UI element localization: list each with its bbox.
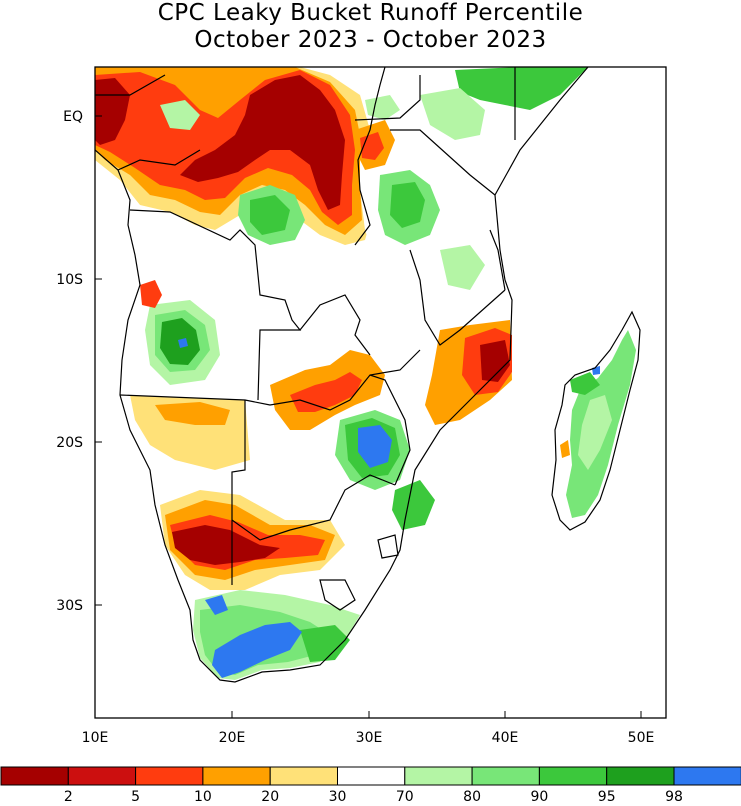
legend-label: 95 [598,789,616,805]
legend-swatch [673,766,741,786]
map-frame [94,66,667,719]
x-tick-label: 40E [492,730,519,746]
border-5 [354,67,386,246]
north-green-patches [160,95,400,130]
tick-marks [94,115,642,718]
legend-swatch [404,766,473,786]
legend-label: 90 [530,789,548,805]
mozambique-darkred [480,340,510,382]
central-green-1-core [250,195,290,235]
legend-swatch [269,766,339,786]
x-tick-label: 50E [628,730,655,746]
legend-swatch [135,766,204,786]
angola-west-orange [140,280,162,308]
legend-swatch [337,766,406,786]
border-10 [369,374,411,486]
border-14 [117,149,201,171]
legend-label: 70 [396,789,414,805]
border-16 [489,229,506,291]
northeast-lightgreen [420,88,485,290]
legend-label: 5 [131,789,140,805]
northeast-green [455,67,588,110]
border-12 [377,534,399,559]
north-darkred-zone [180,75,345,210]
y-tick-label: 20S [56,435,83,451]
legend-label: 20 [261,789,279,805]
border-13 [95,74,166,96]
legend-swatch [67,766,137,786]
border-3 [231,400,246,585]
legend-swatch [471,766,540,786]
sa-dry-darkred [172,525,280,565]
border-4 [231,474,396,541]
cape-blue [212,622,302,678]
madagascar-orange [560,440,570,458]
zimbabwe-blue [358,425,392,468]
zambia-red [290,372,362,412]
chart-title: CPC Leaky Bucket Runoff Percentile Octob… [0,0,741,54]
angola-blue-dot [178,338,188,348]
border-15 [354,75,421,121]
madagascar-lightgreen [578,395,612,470]
legend-label: 2 [64,789,73,805]
cape-darkgreen [300,625,350,662]
legend-label: 80 [463,789,481,805]
title-line-2: October 2023 - October 2023 [194,27,547,53]
border-2 [119,349,421,411]
color-legend: 2 5 10 20 30 70 80 90 95 98 [0,766,741,805]
madagascar-darkgreen [570,372,600,395]
madagascar-coastline [551,310,641,531]
namibia-orange-small [155,402,230,425]
title-line-1: CPC Leaky Bucket Runoff Percentile [157,0,584,26]
border-8 [409,249,506,346]
legend-label: 30 [329,789,347,805]
africa-coastline [95,67,589,683]
percentile-field [95,67,640,682]
border-6 [390,129,496,196]
border-9 [299,294,371,356]
x-tick-label: 10E [82,730,109,746]
cape-blue-2 [205,595,228,615]
legend-label: 10 [194,789,212,805]
east-africa-darkgreen [390,182,425,228]
map-panel: 10E 20E 30E 40E 50E EQ 10S 20S 30S [56,66,667,746]
border-1 [129,209,302,401]
boundaries [95,67,641,683]
legend-swatch [202,766,271,786]
legend-swatch [538,766,608,786]
legend-swatch [0,766,69,786]
x-tick-label: 20E [219,730,246,746]
tick-labels: 10E 20E 30E 40E 50E EQ 10S 20S 30S [56,109,654,746]
x-tick-label: 30E [356,730,383,746]
y-tick-label: 30S [56,598,83,614]
border-11 [319,579,356,611]
y-tick-label: EQ [63,109,83,125]
legend-swatch [606,766,675,786]
legend-label: 98 [665,789,683,805]
southeast-green [392,480,435,530]
y-tick-label: 10S [56,272,83,288]
legend-labels: 2 5 10 20 30 70 80 90 95 98 [64,789,683,805]
legend-boxes [0,766,741,786]
